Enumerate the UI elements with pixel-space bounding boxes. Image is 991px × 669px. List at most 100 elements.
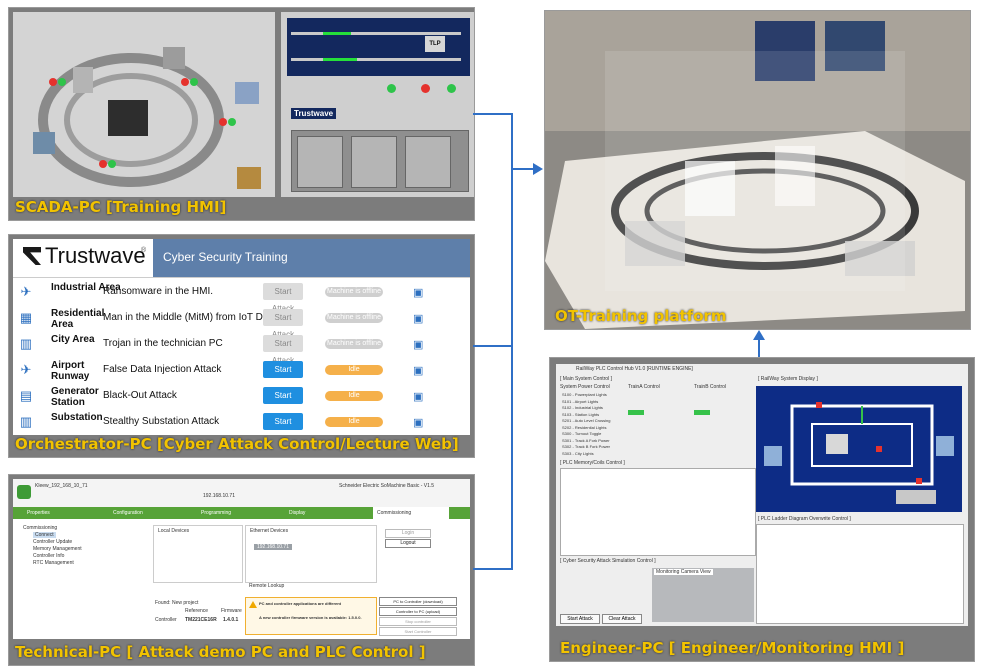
orchestrator-web: Trustwave ® Cyber Security Training ✈ Ind… (13, 239, 470, 435)
attack-row: ✈ Industrial Area Ransomware in the HMI. St… (13, 279, 470, 313)
arrow-to-ot-icon (533, 163, 543, 175)
area-name: City Area (51, 334, 95, 345)
tab-programming[interactable]: Programming (201, 510, 232, 516)
orchestrator-title-band: Cyber Security Training (153, 239, 470, 277)
lecture-icon[interactable]: ▣ (413, 287, 424, 299)
attack-description: Man in the Middle (MitM) from IoT Device… (103, 312, 289, 323)
power-item-checkbox[interactable]: S202 - Residential Lights (562, 424, 607, 430)
tab-properties[interactable]: Properties (27, 510, 50, 516)
tab-commissioning[interactable]: Commissioning (373, 507, 449, 519)
pc-to-controller-button[interactable]: PC to Controller (download) (379, 597, 457, 606)
clear-attack-button[interactable]: Clear Attack (602, 614, 642, 624)
orchestrator-panel: Trustwave ® Cyber Security Training ✈ Ind… (8, 234, 475, 458)
attack-description: Stealthy Substation Attack (103, 416, 220, 427)
warning-box: PC and controller applications are diffe… (245, 597, 377, 635)
technical-panel: Kleew_192_168_10_71 192.168.10.71 Schnei… (8, 474, 475, 666)
power-item-checkbox[interactable]: S303 - City Lights (562, 450, 594, 456)
power-item-checkbox[interactable]: S100 - Powerplant Lights (562, 392, 607, 397)
somachine-ip: 192.168.10.71 (203, 493, 235, 499)
scada-track-diagram: TLP (287, 18, 470, 76)
ethernet-devices-box: Ethernet Devices 192.168.10.71 (245, 525, 377, 583)
scada-panel: View Central Dashboard TLP Trustwave (8, 7, 475, 221)
railway-display (756, 386, 962, 512)
tab-display[interactable]: Display (289, 510, 306, 516)
engineer-caption: Engineer-PC [ Engineer/Monitoring HMI ] (560, 639, 905, 657)
connector-scada (473, 113, 512, 115)
train-b-speed-bar (694, 410, 710, 415)
lecture-icon[interactable]: ▣ (413, 365, 424, 377)
tlp-box: TLP (425, 36, 445, 52)
lecture-icon[interactable]: ▣ (413, 313, 424, 325)
connector-technical (473, 568, 512, 570)
area-icon: ✈ (20, 362, 32, 377)
engineer-window-title: RailWay PLC Control Hub V1.0 [RUNTIME EN… (576, 366, 693, 372)
lecture-icon[interactable]: ▣ (413, 391, 424, 403)
attack-description: False Data Injection Attack (103, 364, 222, 375)
start-attack-button[interactable]: Start Attack (263, 335, 303, 365)
start-attack-button[interactable]: Start Attack (560, 614, 600, 624)
stop-controller-button[interactable]: Stop controller (379, 617, 457, 626)
logout-button[interactable]: Logout (385, 539, 431, 548)
area-icon: ✈ (20, 284, 32, 299)
start-attack-button[interactable]: Start Attack (263, 309, 303, 339)
login-button[interactable]: Login (385, 529, 431, 538)
start-attack-button[interactable]: Start Attack (263, 283, 303, 313)
somachine-tabs: Properties Configuration Programming Dis… (13, 507, 470, 519)
trustwave-logo-icon (23, 247, 41, 265)
ot-caption: OT-Training platform (555, 307, 727, 325)
scada-brand: Trustwave (291, 108, 337, 119)
attack-row: ▤ Generator Station Black-Out Attack Start … (13, 383, 470, 417)
ot-panel: OT-Training platform (544, 10, 971, 330)
machine-status-badge: Machine is offline (325, 313, 383, 323)
orchestrator-caption: Orchestrator-PC [Cyber Attack Control/Le… (15, 435, 459, 453)
connector-orchestrator (473, 345, 512, 347)
arrow-engineer-to-ot-icon (753, 330, 765, 340)
start-attack-button[interactable]: Start Attack (263, 361, 303, 391)
tab-configuration[interactable]: Configuration (113, 510, 143, 516)
area-name: Airport Runway (51, 360, 90, 382)
power-item-checkbox[interactable]: S302 - Track B Fork Power (562, 444, 611, 449)
attack-row: ✈ Airport Runway False Data Injection Atta… (13, 357, 470, 391)
ladder-table (756, 524, 964, 624)
orchestrator-header: Trustwave ® Cyber Security Training (13, 239, 470, 278)
attack-description: Black-Out Attack (103, 390, 177, 401)
attack-row: ▥ Substation Stealthy Substation Attack Sta… (13, 409, 470, 435)
engineer-hmi-window: RailWay PLC Control Hub V1.0 [RUNTIME EN… (556, 364, 968, 626)
area-icon: ▤ (19, 388, 33, 403)
controller-to-pc-button[interactable]: Controller to PC (upload) (379, 607, 457, 616)
orchestrator-brand-mark: ® (141, 247, 147, 254)
area-icon: ▥ (19, 414, 33, 429)
warning-icon (249, 601, 257, 608)
start-controller-button[interactable]: Start Controller (379, 627, 457, 636)
found-project: Found: New project (155, 600, 199, 606)
machine-status-badge: Idle (325, 417, 383, 427)
machine-status-badge: Machine is offline (325, 287, 383, 297)
power-item-checkbox[interactable]: S201 - Auto Level Crossing (562, 418, 611, 423)
area-name: Industrial Area (51, 282, 121, 293)
orchestrator-brand: Trustwave (45, 243, 146, 268)
machine-status-badge: Machine is offline (325, 339, 383, 349)
lecture-icon[interactable]: ▣ (413, 417, 424, 429)
somachine-logo-icon (17, 485, 31, 499)
area-icon: ▥ (19, 336, 33, 351)
scada-track-window: TLP Trustwave (281, 12, 474, 197)
ot-platform-photo (545, 11, 970, 329)
connector-bus (511, 113, 513, 570)
power-item-checkbox[interactable]: S103 - Station Lights (562, 411, 600, 417)
power-item-checkbox[interactable]: S101 - Airport Lights (562, 398, 599, 404)
controller-ref: TM221CE16R (185, 617, 217, 623)
power-item-checkbox[interactable]: S301 - Track A Fork Power (562, 437, 610, 443)
area-icon: ▦ (19, 310, 33, 325)
technical-caption: Technical-PC [ Attack demo PC and PLC Co… (15, 643, 426, 661)
scada-caption: SCADA-PC [Training HMI] (15, 198, 227, 216)
power-item-checkbox[interactable]: S102 - Industrial Lights (562, 405, 603, 410)
start-attack-button[interactable]: Start Attack (263, 387, 303, 417)
connector-to-ot (511, 168, 535, 170)
start-attack-button[interactable]: Start Attack (263, 413, 303, 435)
area-name: Substation (51, 412, 103, 423)
plc-memory-table (560, 468, 756, 556)
power-item-checkbox[interactable]: S300 - Turnout Toggle (562, 431, 602, 436)
lecture-icon[interactable]: ▣ (413, 339, 424, 351)
somachine-window: Kleew_192_168_10_71 192.168.10.71 Schnei… (13, 479, 470, 639)
attack-description: Trojan in the technician PC (103, 338, 223, 349)
